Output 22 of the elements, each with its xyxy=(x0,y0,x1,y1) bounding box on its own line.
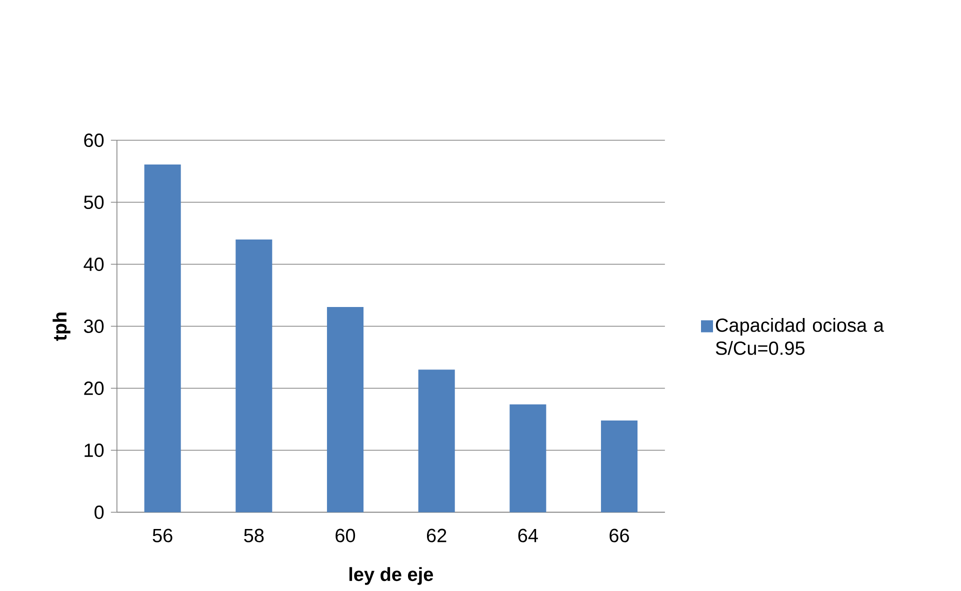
bar xyxy=(144,164,181,512)
y-tick-label: 0 xyxy=(94,505,104,519)
bar xyxy=(326,306,364,512)
y-tick-label: 40 xyxy=(84,257,104,271)
x-tick-label: 56 xyxy=(152,528,172,542)
x-tick-label: 58 xyxy=(244,528,264,542)
bar xyxy=(418,370,455,512)
bar xyxy=(600,420,638,512)
y-axis-title: tph xyxy=(52,312,70,341)
y-tick-label: 20 xyxy=(84,381,104,395)
bar xyxy=(510,404,546,512)
x-axis-title: ley de eje xyxy=(349,567,434,585)
x-tick-label: 62 xyxy=(426,528,446,542)
y-tick-label: 30 xyxy=(84,319,104,333)
legend-label: Capacidad ociosa a S/Cu=0.95 xyxy=(716,318,884,355)
x-tick-label: 64 xyxy=(518,528,538,542)
x-tick-label: 60 xyxy=(336,528,356,542)
y-tick-label: 60 xyxy=(84,133,104,147)
y-tick-label: 10 xyxy=(84,443,104,457)
bar xyxy=(236,239,272,512)
x-tick-label: 66 xyxy=(610,528,629,542)
y-tick-label: 50 xyxy=(84,195,104,209)
